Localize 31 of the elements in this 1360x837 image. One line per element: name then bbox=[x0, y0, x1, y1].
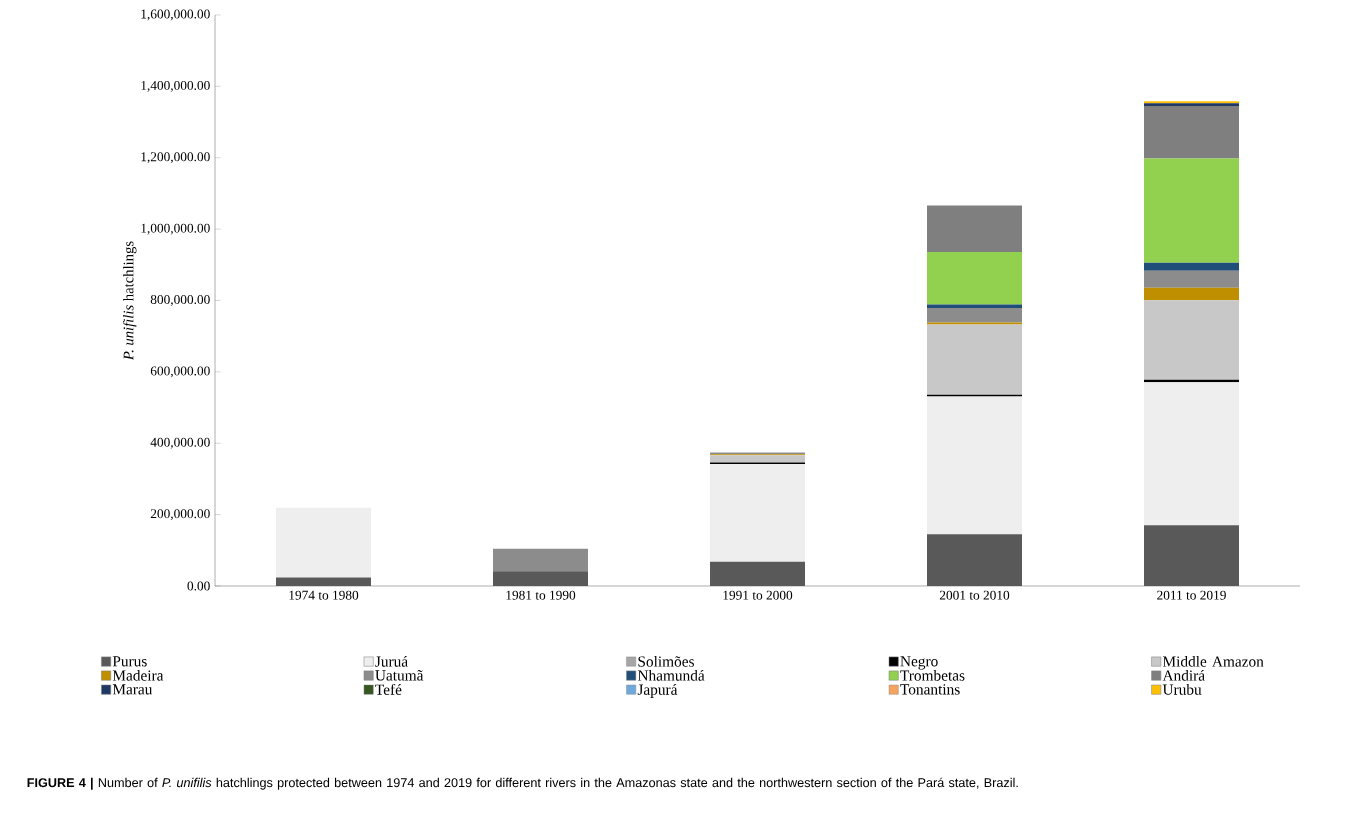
legend-label: Trombetas bbox=[900, 669, 965, 681]
legend-label: Purus bbox=[112, 656, 147, 667]
legend-label: Nhamundá bbox=[637, 669, 705, 681]
x-tick-label: 2001 to 2010 bbox=[939, 590, 1010, 600]
x-tick-label: 2011 to 2019 bbox=[1157, 590, 1226, 600]
legend-label: Tefé bbox=[375, 683, 402, 695]
legend-label: Solimões bbox=[638, 655, 694, 667]
legend-label: Uatumã bbox=[375, 670, 424, 681]
legend-label: Marau bbox=[112, 684, 153, 695]
x-tick-label: 1974 to 1980 bbox=[289, 590, 359, 600]
y-axis-title: P. unifilis hatchlings bbox=[122, 241, 137, 361]
y-tick-label: 1,000,000.00 bbox=[141, 223, 210, 235]
legend-label: Andirá bbox=[1162, 669, 1205, 681]
legend-label: Tonantins bbox=[900, 684, 960, 695]
legend-label: Juruá bbox=[375, 655, 408, 667]
text: FIGURE 4 | Number of P. unifilis hatchlings protected between 1974 and 2019 for different rivers in the Amazonas state and the northwestern section of the Pará state, Brazil. bbox=[27, 777, 1018, 790]
legend-label: Middle Amazon bbox=[1162, 655, 1264, 667]
legend-label: Japurá bbox=[637, 683, 678, 698]
y-tick-label: 1,200,000.00 bbox=[141, 152, 210, 164]
y-tick-label: 400,000.00 bbox=[150, 437, 210, 449]
legend-label: Urubu bbox=[1162, 683, 1202, 695]
legend-label: Madeira bbox=[112, 669, 164, 681]
y-tick-label: 200,000.00 bbox=[150, 509, 210, 521]
y-tick-label: 0.00 bbox=[187, 581, 210, 591]
y-tick-label: 600,000.00 bbox=[150, 366, 210, 378]
legend-label: Negro bbox=[900, 656, 938, 670]
x-tick-label: 1991 to 2000 bbox=[723, 590, 793, 600]
x-tick-label: 1981 to 1990 bbox=[506, 590, 576, 600]
y-tick-label: 1,600,000.00 bbox=[141, 9, 210, 21]
y-tick-label: 800,000.00 bbox=[150, 295, 210, 306]
y-tick-label: 1,400,000.00 bbox=[141, 80, 210, 92]
